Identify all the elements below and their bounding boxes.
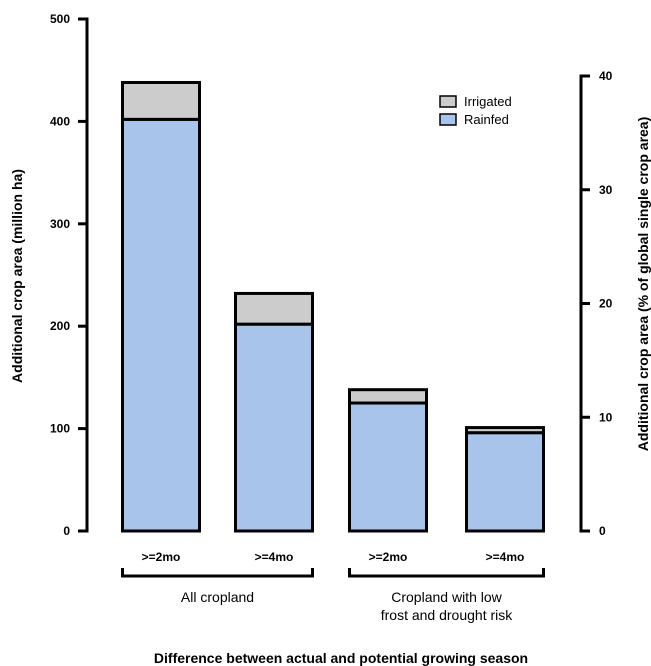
group-bracket <box>348 568 545 578</box>
group-label-line: Cropland with low <box>391 589 502 605</box>
legend-label-rainfed: Rainfed <box>464 112 509 127</box>
right-y-axis-title: Additional crop area (% of global single… <box>635 117 651 452</box>
bar-rainfed <box>121 117 201 533</box>
left-tick-label: 400 <box>50 114 70 128</box>
category-label: >=4mo <box>486 550 525 564</box>
right-tick-label: 0 <box>599 524 606 538</box>
bar-irrigated <box>234 291 314 326</box>
group-label-line: All cropland <box>181 589 254 605</box>
bars <box>121 80 545 533</box>
group-brackets: All cropland Cropland with low frost and d… <box>121 568 545 623</box>
x-axis-title: Difference between actual and potential … <box>154 650 528 666</box>
category-label: >=2mo <box>142 550 181 564</box>
right-tick-label: 30 <box>599 183 613 197</box>
right-y-axis: 0 10 20 30 40 <box>579 69 613 538</box>
legend-swatch-rainfed <box>439 113 457 126</box>
left-tick-label: 500 <box>50 12 70 26</box>
bar-rainfed <box>465 431 545 533</box>
legend-swatch-irrigated <box>439 95 457 108</box>
category-label: >=2mo <box>369 550 408 564</box>
group-label: Cropland with low frost and drought risk <box>381 589 514 623</box>
group-bracket <box>121 568 314 578</box>
category-label: >=4mo <box>255 550 294 564</box>
left-tick-label: 200 <box>50 319 70 333</box>
bar-irrigated <box>348 388 428 405</box>
category-labels: >=2mo >=4mo >=2mo >=4mo <box>142 550 525 564</box>
left-tick-label: 100 <box>50 422 70 436</box>
group-label: All cropland <box>181 589 254 605</box>
left-y-axis: 0 100 200 300 400 500 <box>50 12 89 538</box>
right-tick-label: 40 <box>599 69 613 83</box>
left-tick-label: 300 <box>50 217 70 231</box>
bar-irrigated <box>465 426 545 435</box>
y-axis-title: Additional crop area (million ha) <box>9 169 25 383</box>
legend: Irrigated Rainfed <box>439 94 512 127</box>
bar-rainfed <box>234 322 314 533</box>
right-tick-label: 20 <box>599 297 613 311</box>
right-tick-label: 10 <box>599 410 613 424</box>
bar-rainfed <box>348 401 428 533</box>
bar-irrigated <box>121 80 201 121</box>
group-label-line: frost and drought risk <box>381 607 514 623</box>
legend-label-irrigated: Irrigated <box>464 94 512 109</box>
left-tick-label: 0 <box>63 524 70 538</box>
